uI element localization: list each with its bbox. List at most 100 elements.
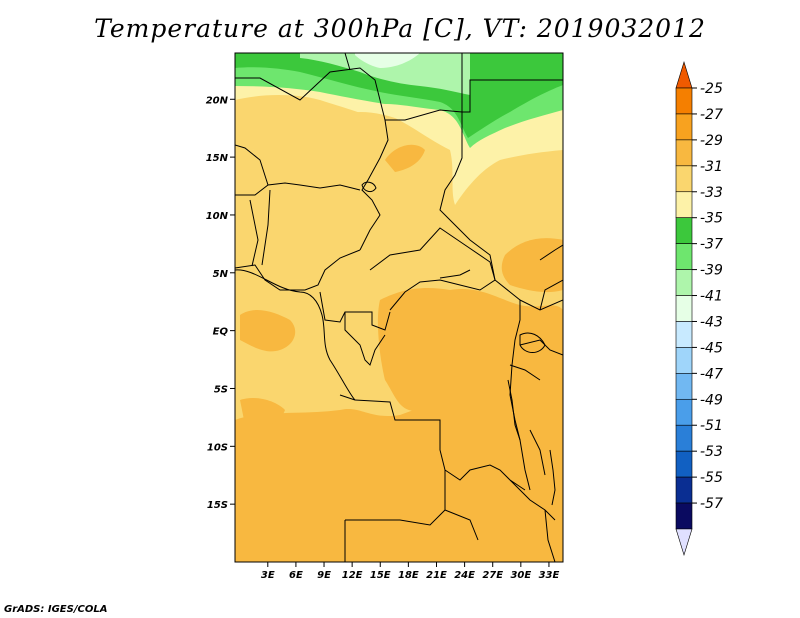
colorbar-box bbox=[675, 450, 693, 478]
colorbar-label: -47 bbox=[700, 366, 723, 382]
colorbar-label: -33 bbox=[700, 185, 723, 201]
border-malawi bbox=[529, 429, 546, 476]
colorbar-triangle-top bbox=[675, 60, 693, 89]
border-lake-tanganyika bbox=[507, 379, 521, 441]
lon-tick-label: 6E bbox=[289, 570, 303, 581]
field-orange-west bbox=[240, 310, 296, 352]
lat-tick-label: 15S bbox=[207, 500, 228, 511]
colorbar-label: -53 bbox=[700, 444, 723, 460]
colorbar-label: -45 bbox=[700, 340, 723, 356]
lat-tick-label: EQ bbox=[213, 327, 229, 338]
lon-tick-label: 33E bbox=[539, 570, 560, 581]
border-mozambique bbox=[544, 509, 556, 562]
lat-tick-label: 5N bbox=[213, 269, 229, 280]
lat-tick-label: 10S bbox=[207, 442, 228, 453]
temperature-field bbox=[235, 53, 563, 562]
colorbar-label: -43 bbox=[700, 314, 723, 330]
border-togo bbox=[249, 199, 259, 267]
colorbar-box bbox=[675, 398, 693, 426]
border-niger-chad bbox=[359, 119, 389, 251]
field-tan-north-insert bbox=[235, 95, 372, 151]
field-pale-top bbox=[355, 53, 420, 68]
lon-tick-label: 27E bbox=[482, 570, 503, 581]
lon-tick-label: 30E bbox=[510, 570, 531, 581]
lat-tick-label: 10N bbox=[206, 211, 229, 222]
colorbar-label: -49 bbox=[700, 392, 723, 408]
border-cameroon-gabon bbox=[319, 291, 391, 331]
colorbar-box bbox=[675, 217, 693, 244]
colorbar-box bbox=[675, 424, 693, 452]
colorbar-label: -27 bbox=[700, 107, 723, 123]
colorbar-box bbox=[675, 373, 693, 400]
lon-tick-label: 24E bbox=[454, 570, 475, 581]
colorbar-label: -37 bbox=[700, 237, 723, 253]
border-west-niger bbox=[235, 144, 269, 186]
border-ethiopia bbox=[539, 244, 563, 261]
colorbar-label: -39 bbox=[700, 263, 723, 279]
grads-credit: GrADS: IGES/COLA bbox=[4, 604, 108, 615]
colorbar-box bbox=[675, 165, 693, 193]
colorbar-label: -35 bbox=[700, 211, 723, 227]
border-angola-zambia bbox=[444, 470, 479, 541]
colorbar-box bbox=[675, 243, 693, 270]
colorbar-label: -31 bbox=[700, 159, 723, 175]
border-namibia bbox=[345, 509, 446, 526]
field-orange-south bbox=[235, 398, 563, 562]
colorbar-box bbox=[675, 269, 693, 296]
colorbar: -25 -27 -29 -31 -33 -35 -37 -39 -41 -43 -45 -47 -49 -… bbox=[675, 60, 723, 557]
colorbar-label: -25 bbox=[700, 81, 723, 97]
lon-tick-label: 12E bbox=[342, 570, 363, 581]
border-angola bbox=[339, 394, 356, 401]
border-rwanda bbox=[509, 364, 541, 381]
colorbar-label: -51 bbox=[700, 418, 723, 434]
border-libya-sudan bbox=[461, 53, 563, 113]
longitude-axis: 3E 6E 9E 12E 15E 18E 21E 24E 27E 30E 33E bbox=[261, 562, 560, 581]
colorbar-box bbox=[675, 502, 693, 530]
field-green-dark bbox=[235, 53, 563, 138]
lat-tick-label: 5S bbox=[214, 384, 228, 395]
latitude-axis: 20N 15N 10N 5N EQ 5S 10S 15S bbox=[206, 95, 235, 511]
border-chad-sudan bbox=[439, 112, 496, 281]
lon-tick-label: 15E bbox=[370, 570, 391, 581]
field-orange-north bbox=[385, 144, 425, 172]
colorbar-label: -41 bbox=[700, 289, 723, 305]
field-green-light bbox=[300, 53, 470, 95]
lon-tick-label: 18E bbox=[398, 570, 419, 581]
map-frame bbox=[234, 52, 564, 563]
colorbar-box bbox=[675, 476, 693, 504]
border-libya-niger bbox=[235, 67, 463, 121]
lat-tick-label: 20N bbox=[206, 95, 229, 106]
colorbar-triangle-bottom bbox=[675, 528, 693, 557]
lon-tick-label: 3E bbox=[261, 570, 275, 581]
colorbar-label: -57 bbox=[700, 496, 723, 512]
field-orange-east bbox=[501, 238, 563, 293]
field-orange-central bbox=[377, 288, 563, 424]
border-coast-gulf bbox=[235, 269, 356, 401]
colorbar-box bbox=[675, 87, 693, 115]
lat-tick-label: 15N bbox=[206, 153, 229, 164]
border-zambia-east bbox=[509, 479, 556, 521]
border-drc-east bbox=[494, 279, 531, 491]
border-sudan-south bbox=[439, 269, 471, 279]
border-algeria bbox=[344, 53, 351, 71]
border-lake-malawi bbox=[549, 449, 556, 506]
border-nigeria-cameroon bbox=[235, 249, 361, 291]
colorbar-box bbox=[675, 113, 693, 141]
border-benin bbox=[261, 189, 271, 266]
border-lake-chad bbox=[361, 181, 377, 193]
border-congo bbox=[344, 312, 386, 366]
colorbar-label: -29 bbox=[700, 133, 723, 149]
country-borders bbox=[235, 53, 563, 562]
colorbar-box bbox=[675, 321, 693, 348]
border-lake-victoria bbox=[519, 332, 546, 353]
field-green-ne bbox=[470, 53, 563, 72]
field-orange-sw bbox=[240, 398, 285, 427]
border-nigeria bbox=[235, 182, 361, 196]
colorbar-box bbox=[675, 295, 693, 322]
colorbar-box bbox=[675, 347, 693, 374]
colorbar-box bbox=[675, 191, 693, 219]
map-title: Temperature at 300hPa [C], VT: 201903201… bbox=[94, 14, 706, 43]
colorbar-box bbox=[675, 139, 693, 167]
lon-tick-label: 21E bbox=[426, 570, 447, 581]
